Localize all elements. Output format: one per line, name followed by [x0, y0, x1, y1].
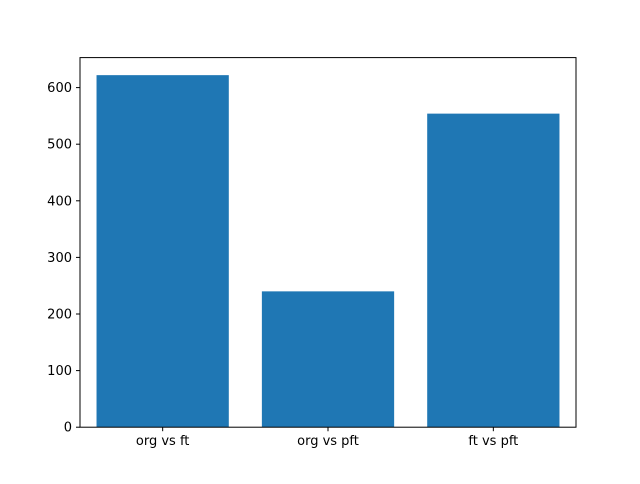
y-tick-label: 400: [47, 194, 72, 209]
y-tick-label: 500: [47, 138, 72, 153]
bar: [427, 113, 560, 428]
y-tick-label: 300: [47, 251, 72, 266]
y-tick-label: 100: [47, 364, 72, 379]
bar: [96, 75, 229, 428]
y-tick-label: 0: [64, 421, 72, 436]
bar: [261, 291, 395, 428]
x-tick-label: org vs ft: [136, 434, 190, 449]
x-tick-label: ft vs pft: [468, 434, 518, 449]
y-tick-label: 600: [47, 81, 72, 96]
y-tick-label: 200: [47, 307, 72, 322]
axes-spines: [79, 57, 577, 428]
x-tick-label: org vs pft: [297, 434, 359, 449]
